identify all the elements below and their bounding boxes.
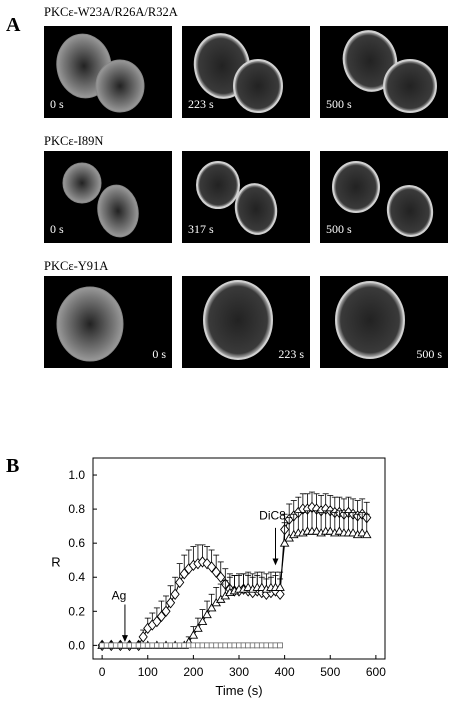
micrograph-r3-c3: 500 s (320, 276, 448, 368)
y-tick-label: 0.6 (68, 536, 85, 550)
diamond-marker (170, 588, 180, 600)
diamond-marker (207, 561, 217, 573)
diamond-marker (152, 615, 162, 628)
triangle-marker (275, 582, 285, 591)
diamond-marker (179, 568, 189, 580)
micrograph-r1-c3: 500 s (320, 26, 448, 118)
x-tick-label: 300 (229, 665, 249, 679)
triangle-marker (325, 526, 336, 535)
triangle-marker (357, 528, 367, 537)
row-label-2: PKCε-I89N (44, 134, 104, 148)
timestamp-label: 500 s (416, 347, 442, 361)
panel-b-letter: B (6, 455, 20, 477)
triangle-marker (197, 616, 208, 625)
dic8-annotation: DiC8 (259, 508, 286, 522)
triangle-marker (279, 538, 290, 547)
ag-annotation: Ag (112, 588, 127, 602)
micrograph-r1-c2: 223 s (182, 26, 310, 118)
triangle-marker (361, 529, 372, 539)
diamond-marker (211, 566, 221, 578)
timestamp-label: 223 s (278, 347, 304, 361)
timestamp-label: 0 s (152, 347, 166, 361)
micrograph-r3-c2: 223 s (182, 276, 310, 368)
row-label-1: PKCε-W23A/R26A/R32A (44, 5, 178, 19)
y-tick-label: 0.8 (68, 502, 85, 516)
diamond-marker (275, 588, 285, 600)
diamond-marker (161, 605, 171, 618)
diamond-marker (165, 597, 176, 609)
timestamp-label: 317 s (188, 222, 214, 236)
triangle-marker (348, 528, 358, 537)
triangle-marker (188, 630, 199, 639)
triangle-marker (334, 526, 345, 535)
x-tick-label: 400 (275, 665, 295, 679)
micrograph-r2-c3: 500 s (320, 151, 448, 243)
micrograph-r2-c1: 0 s (44, 151, 172, 243)
y-tick-label: 0.0 (68, 638, 85, 652)
x-tick-label: 100 (138, 665, 158, 679)
triangle-marker (202, 609, 212, 619)
micrograph-r2-c2: 317 s (182, 151, 310, 243)
diamond-marker (138, 631, 148, 643)
time-course-chart: 0 100 200 300 400 500 600 0.0 0.2 0.4 0.6 0.8 1.0 Tim… (51, 457, 386, 698)
triangle-marker (243, 582, 253, 591)
dic8-arrowhead (272, 558, 279, 566)
micrograph-r3-c1: 0 s (44, 276, 172, 368)
micrograph-r1-c1: 0 s (44, 26, 172, 118)
triangle-marker (257, 582, 267, 591)
timestamp-label: 0 s (50, 97, 64, 111)
y-tick-label: 1.0 (68, 468, 85, 482)
diamond-marker (156, 610, 167, 623)
plot-frame (92, 457, 386, 660)
timestamp-label: 0 s (50, 222, 64, 236)
timestamp-label: 500 s (326, 97, 352, 111)
diamond-marker (175, 576, 185, 589)
timestamp-label: 223 s (188, 97, 214, 111)
triangle-marker (206, 602, 217, 612)
y-axis-label: R (51, 555, 60, 570)
x-tick-label: 200 (183, 665, 203, 679)
y-tick-label: 0.2 (68, 604, 85, 618)
triangle-marker (193, 623, 203, 632)
x-tick-label: 0 (99, 665, 106, 679)
timestamp-label: 500 s (326, 222, 352, 236)
square-marker (277, 642, 283, 649)
panel-a-letter: A (6, 14, 21, 36)
diamond-marker (216, 571, 226, 583)
row-label-3: PKCε-Y91A (44, 259, 109, 273)
x-tick-label: 500 (320, 665, 340, 679)
y-tick-label: 0.4 (68, 570, 85, 584)
triangle-marker (311, 526, 322, 535)
ag-arrowhead (121, 635, 128, 642)
x-tick-label: 600 (366, 665, 386, 679)
x-axis-label: Time (s) (215, 683, 262, 698)
